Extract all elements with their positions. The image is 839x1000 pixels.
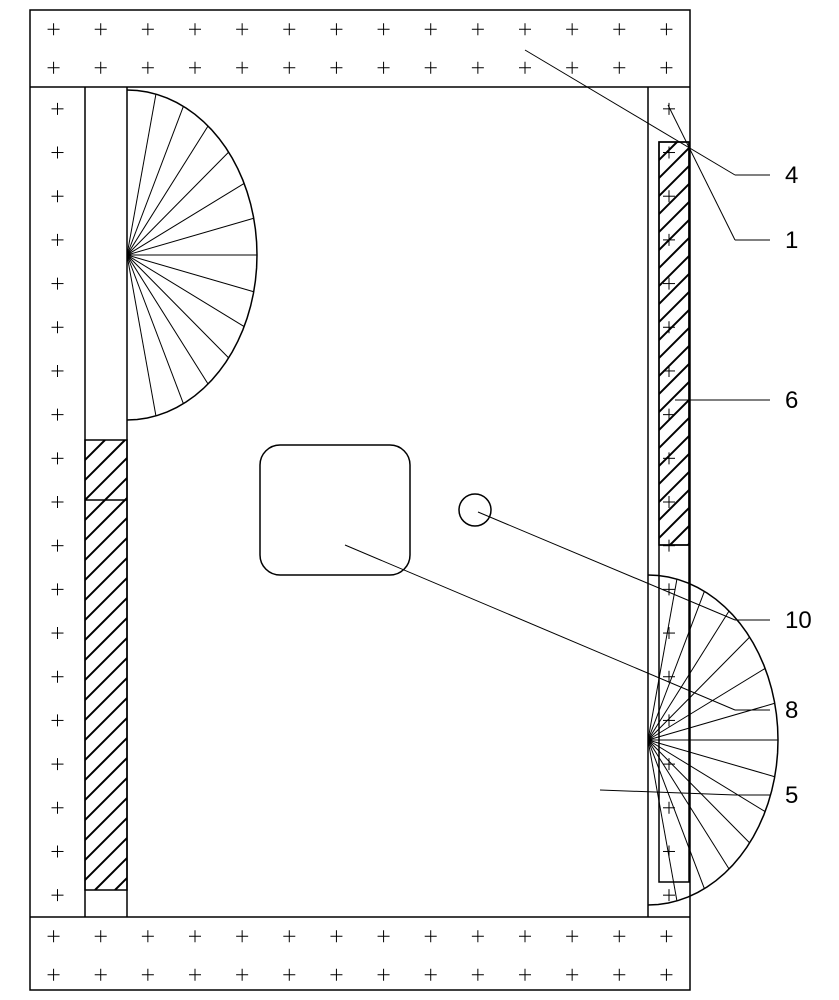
callout-label: 1 (785, 227, 798, 254)
callout-label: 5 (785, 782, 798, 809)
technical-diagram: 4 1 6 10 8 5 (0, 0, 839, 1000)
callout-label: 6 (785, 387, 798, 414)
callout-label: 10 (785, 607, 812, 634)
callout-label: 4 (785, 162, 798, 189)
callout-label: 8 (785, 697, 798, 724)
